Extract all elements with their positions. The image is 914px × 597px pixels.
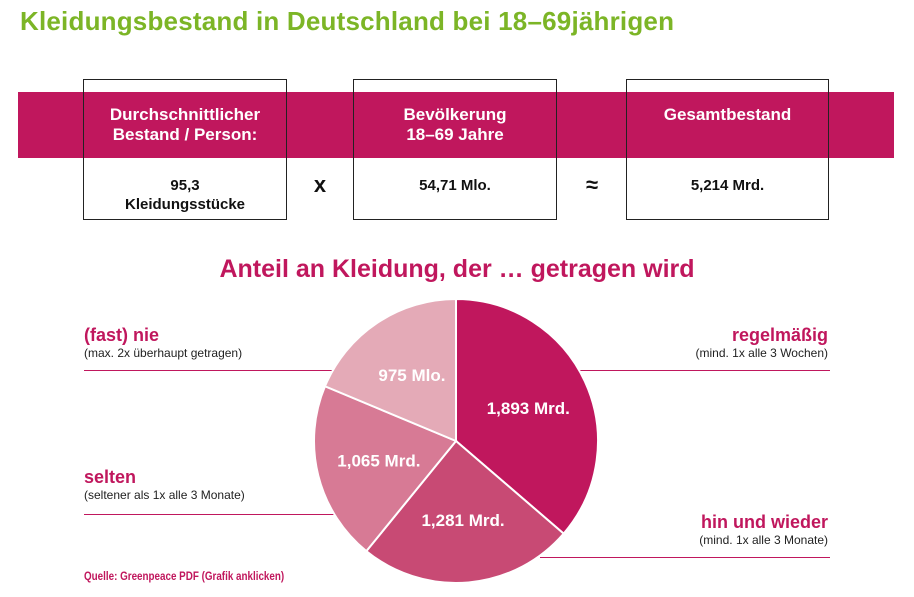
- box-header: Bevölkerung 18–69 Jahre: [354, 105, 556, 145]
- pie-data-label-selten: 1,065 Mrd.: [337, 451, 420, 470]
- legend-category: hin und wieder: [700, 512, 828, 532]
- box-total-stock: Gesamtbestand 5,214 Mrd.: [626, 79, 829, 220]
- box-population: Bevölkerung 18–69 Jahre 54,71 Mlo.: [353, 79, 557, 220]
- legend-description: (mind. 1x alle 3 Wochen): [695, 346, 828, 360]
- box-value: 54,71 Mlo.: [354, 176, 556, 195]
- legend-hin-und-wieder: hin und wieder (mind. 1x alle 3 Monate): [699, 512, 828, 548]
- legend-rule: [580, 370, 830, 371]
- box-header-line: Durchschnittlicher: [109, 105, 261, 124]
- box-average-per-person: Durchschnittlicher Bestand / Person: 95,…: [83, 79, 287, 220]
- source-link[interactable]: Quelle: Greenpeace PDF (Grafik anklicken…: [84, 569, 285, 583]
- legend-selten: selten (seltener als 1x alle 3 Monate): [84, 467, 245, 503]
- box-value-line: 54,71 Mlo.: [419, 177, 491, 194]
- box-value-line: 5,214 Mrd.: [690, 177, 765, 194]
- pie-slice-regelmaessig: [455, 297, 599, 536]
- box-header-line: Bevölkerung: [403, 105, 507, 124]
- approx-operator: ≈: [585, 172, 599, 197]
- chart-title: Anteil an Kleidung, der … getragen wird: [219, 255, 695, 283]
- box-value: 95,3 Kleidungsstücke: [84, 176, 286, 214]
- header-band: [18, 92, 894, 158]
- legend-regelmaessig: regelmäßig (mind. 1x alle 3 Wochen): [695, 325, 828, 361]
- box-value: 5,214 Mrd.: [627, 176, 828, 195]
- box-header: Durchschnittlicher Bestand / Person:: [84, 105, 286, 145]
- page-title: Kleidungsbestand in Deutschland bei 18–6…: [20, 6, 675, 36]
- box-value-line: 95,3: [170, 177, 200, 194]
- pie-slice-hin-und-wieder: [364, 439, 566, 584]
- legend-description: (seltener als 1x alle 3 Monate): [84, 488, 245, 502]
- legend-rule: [84, 514, 334, 515]
- legend-rule: [84, 370, 334, 371]
- pie-data-label-hin-und-wieder: 1,281 Mrd.: [421, 511, 504, 530]
- legend-description: (mind. 1x alle 3 Monate): [699, 533, 828, 547]
- pie-slice-selten: [313, 384, 458, 553]
- multiply-operator: x: [313, 172, 327, 197]
- box-header-line: 18–69 Jahre: [406, 125, 504, 144]
- box-header-line: Bestand / Person:: [112, 125, 258, 144]
- pie-slice-fast-nie: [323, 297, 457, 443]
- pie-data-label-regelmaessig: 1,893 Mrd.: [487, 399, 570, 418]
- pie-data-label-fast-nie: 975 Mlo.: [378, 366, 445, 385]
- legend-rule: [540, 557, 830, 558]
- legend-fast-nie: (fast) nie (max. 2x überhaupt getragen): [84, 325, 242, 361]
- legend-category: selten: [84, 467, 137, 487]
- box-value-line: Kleidungsstücke: [124, 196, 246, 213]
- box-header: Gesamtbestand: [627, 105, 828, 125]
- legend-category: regelmäßig: [731, 325, 828, 345]
- box-header-line: Gesamtbestand: [663, 105, 792, 124]
- legend-category: (fast) nie: [84, 325, 160, 345]
- legend-description: (max. 2x überhaupt getragen): [84, 346, 243, 360]
